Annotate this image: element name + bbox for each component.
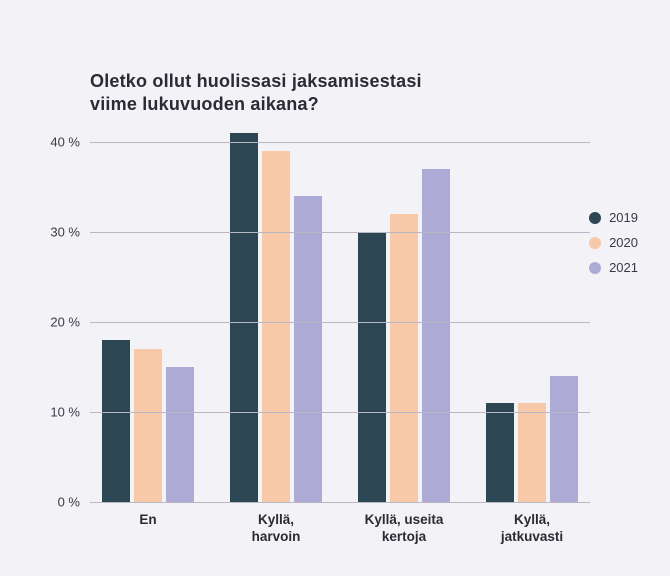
- bar: [422, 169, 450, 502]
- chart-title: Oletko ollut huolissasi jaksamisestasi v…: [90, 70, 422, 117]
- legend: 2019 2020 2021: [589, 210, 638, 285]
- grid-line: [90, 412, 590, 413]
- plot-area: EnKyllä, harvoinKyllä, useita kertojaKyl…: [90, 142, 590, 502]
- y-tick-label: 10 %: [30, 405, 80, 420]
- y-tick-label: 20 %: [30, 315, 80, 330]
- bar: [518, 403, 546, 502]
- legend-item: 2019: [589, 210, 638, 225]
- grid-line: [90, 142, 590, 143]
- grid-line: [90, 322, 590, 323]
- bar: [550, 376, 578, 502]
- bar: [358, 232, 386, 502]
- grid-line: [90, 232, 590, 233]
- bar: [486, 403, 514, 502]
- x-tick-label: Kyllä, jatkuvasti: [468, 512, 596, 546]
- y-tick-label: 0 %: [30, 495, 80, 510]
- bar: [102, 340, 130, 502]
- grid-line: [90, 502, 590, 503]
- bar: [166, 367, 194, 502]
- chart-container: Oletko ollut huolissasi jaksamisestasi v…: [0, 0, 670, 576]
- legend-item: 2021: [589, 260, 638, 275]
- legend-item: 2020: [589, 235, 638, 250]
- legend-label: 2019: [609, 210, 638, 225]
- x-tick-label: En: [84, 512, 212, 529]
- legend-swatch: [589, 262, 601, 274]
- bar: [230, 133, 258, 502]
- y-tick-label: 30 %: [30, 225, 80, 240]
- bar: [262, 151, 290, 502]
- bar: [390, 214, 418, 502]
- y-tick-label: 40 %: [30, 135, 80, 150]
- bar: [294, 196, 322, 502]
- legend-label: 2021: [609, 260, 638, 275]
- legend-swatch: [589, 237, 601, 249]
- legend-label: 2020: [609, 235, 638, 250]
- x-tick-label: Kyllä, harvoin: [212, 512, 340, 546]
- legend-swatch: [589, 212, 601, 224]
- bar: [134, 349, 162, 502]
- x-tick-label: Kyllä, useita kertoja: [340, 512, 468, 546]
